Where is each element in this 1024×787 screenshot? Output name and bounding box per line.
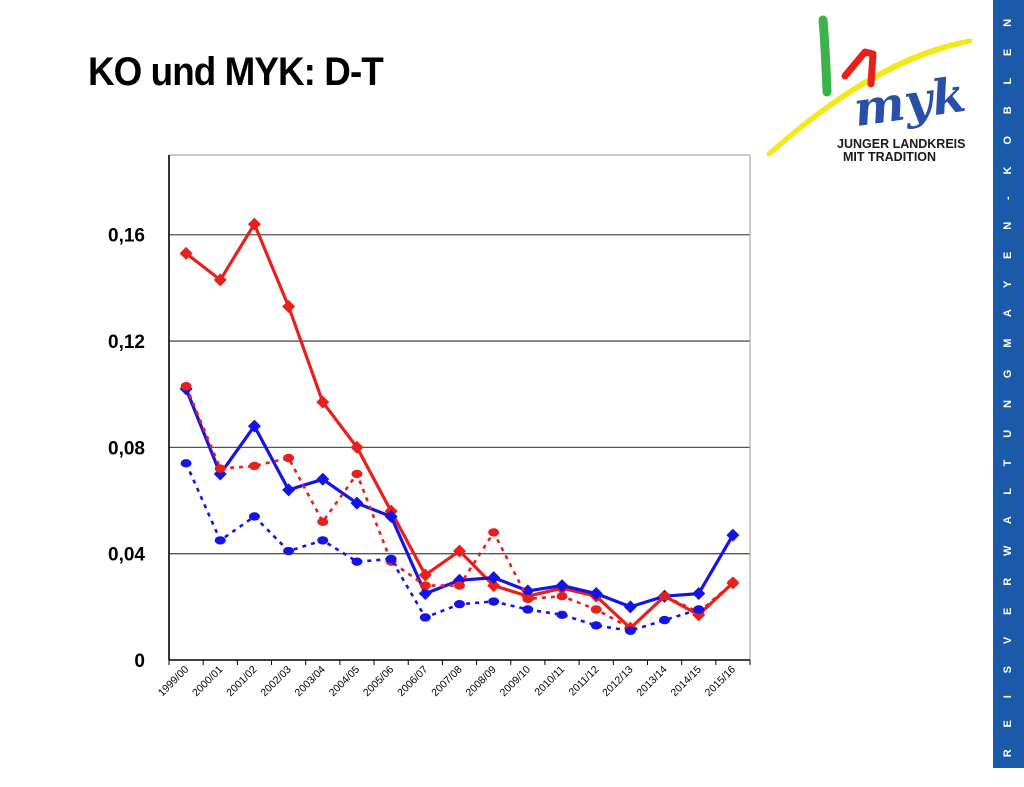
data-point [693, 605, 705, 614]
data-point [282, 300, 296, 313]
data-point [590, 605, 602, 614]
data-point [317, 517, 329, 526]
data-point [350, 496, 364, 510]
series-line-1 [185, 222, 734, 630]
data-point [179, 246, 193, 260]
data-point [384, 509, 398, 523]
x-tick-label: 2004/05 [327, 664, 362, 699]
data-point [180, 382, 192, 391]
data-point [247, 419, 261, 433]
y-tick-label: 0,12 [108, 332, 145, 353]
data-point [589, 587, 603, 601]
data-point [213, 273, 227, 287]
data-point [556, 592, 568, 601]
x-tick-label: 2015/16 [703, 664, 738, 699]
data-point [590, 621, 602, 630]
data-point [488, 597, 500, 606]
series-line-3 [184, 385, 734, 630]
data-point [555, 579, 569, 593]
series-line-4 [184, 462, 700, 633]
y-tick-label: 0,04 [108, 545, 145, 566]
data-point [316, 472, 330, 486]
data-point [418, 587, 432, 601]
data-point [350, 440, 364, 454]
data-point [418, 568, 432, 582]
data-point [488, 528, 500, 537]
data-point [283, 453, 295, 463]
x-tick-label: 2001/02 [224, 664, 259, 699]
logo-tagline-line2: MIT TRADITION [843, 150, 936, 164]
data-point [283, 546, 295, 556]
x-tick-label: 2008/09 [463, 664, 498, 699]
data-point [659, 592, 671, 601]
data-point [214, 464, 226, 473]
data-point [317, 536, 329, 545]
x-tick-label: 2010/11 [532, 664, 567, 699]
data-point [487, 571, 501, 585]
x-tick-label: 2000/01 [190, 664, 225, 699]
data-point [351, 557, 363, 566]
logo-green-stroke [818, 15, 832, 97]
data-point [521, 584, 535, 598]
x-tick-label: 2002/03 [258, 664, 293, 699]
data-point [214, 536, 226, 545]
data-point [248, 461, 260, 471]
x-tick-label: 2011/12 [567, 664, 602, 699]
x-tick-label: 2006/07 [395, 664, 430, 699]
slide-title: KO und MYK: D-T [88, 50, 384, 94]
data-point [692, 587, 706, 601]
data-point [419, 581, 431, 590]
y-tick-label: 0 [134, 651, 145, 672]
chart-series [179, 217, 740, 635]
data-point [351, 469, 363, 479]
line-chart: 00,040,080,120,16 1999/002000/012001/022… [108, 154, 751, 699]
data-point [180, 459, 192, 468]
data-point [659, 615, 671, 625]
data-point [316, 395, 330, 409]
x-tick-label: 2003/04 [293, 664, 328, 699]
data-point [556, 610, 568, 620]
logo-red-figure [841, 48, 877, 88]
data-point [522, 594, 534, 604]
data-point [282, 483, 296, 497]
x-tick-label: 2009/10 [498, 664, 533, 699]
logo-yellow-swoosh [766, 38, 973, 157]
x-tick-label: 2005/06 [361, 664, 396, 699]
data-point [522, 605, 534, 614]
side-band [993, 0, 1024, 768]
data-point [419, 613, 431, 622]
data-point [248, 512, 260, 521]
chart-x-ticks: 1999/002000/012001/022002/032003/042004/… [156, 664, 738, 699]
data-point [623, 600, 637, 614]
data-point [454, 581, 465, 590]
myk-logo: myk JUNGER LANDKREIS MIT TRADITION [766, 15, 973, 164]
x-tick-label: 2012/13 [600, 664, 635, 699]
data-point [247, 217, 261, 231]
data-point [453, 544, 466, 558]
data-point [454, 599, 465, 609]
x-tick-label: 1999/00 [156, 664, 191, 699]
data-point [487, 579, 501, 593]
data-point [727, 578, 739, 588]
x-tick-label: 2013/14 [634, 664, 669, 699]
chart-y-ticks: 0 0,04 0,08 0,12 0,16 [108, 226, 145, 672]
y-tick-label: 0,08 [108, 438, 145, 459]
data-point [385, 554, 397, 564]
chart-grid [169, 234, 750, 555]
y-tick-label: 0,16 [108, 226, 145, 247]
x-tick-label: 2014/15 [669, 664, 704, 699]
chart-axes [168, 154, 751, 665]
x-tick-label: 2007/08 [429, 664, 464, 699]
data-point [624, 626, 636, 635]
logo-tagline-line1: JUNGER LANDKREIS [837, 137, 966, 151]
data-point [726, 528, 740, 542]
side-band-text: K R E I S V E R W A L T U N G M A Y E N … [1002, 0, 1014, 787]
